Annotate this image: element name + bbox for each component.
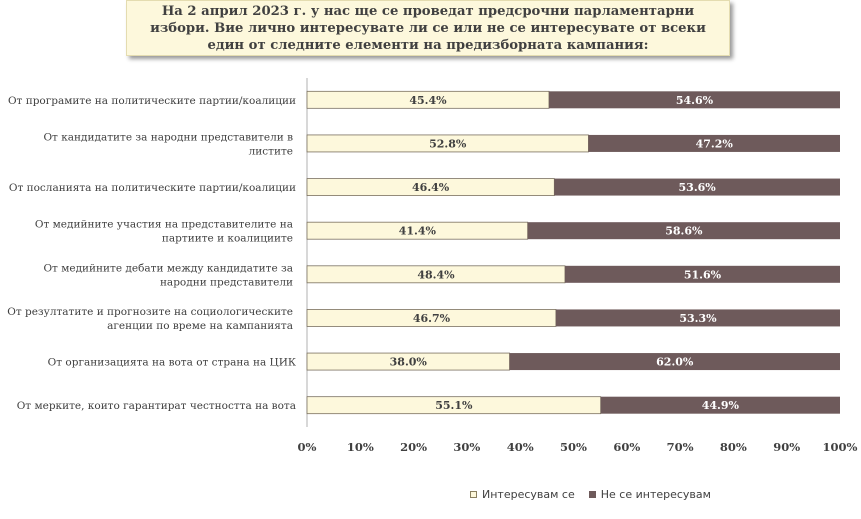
data-label-interested: 38.0% xyxy=(390,356,428,369)
x-tick-label: 80% xyxy=(720,440,747,454)
bar-segment-interested xyxy=(306,352,510,371)
legend-swatch-interested xyxy=(470,491,477,498)
x-tick-label: 70% xyxy=(667,440,694,454)
x-tick-label: 90% xyxy=(773,440,800,454)
data-label-not-interested: 58.6% xyxy=(665,225,703,238)
data-label-interested: 52.8% xyxy=(429,137,467,150)
bar-segment-not-interested xyxy=(527,222,840,240)
x-tick-label: 50% xyxy=(560,440,587,454)
legend-label-interested: Интересувам се xyxy=(482,488,575,501)
x-tick-label: 30% xyxy=(453,440,480,454)
category-label: От посланията на политическите партии/ко… xyxy=(9,182,296,194)
category-label-line: От програмите на политическите партии/ко… xyxy=(8,95,296,107)
x-tick-label: 100% xyxy=(823,440,858,454)
legend-swatch-not-interested xyxy=(588,491,596,498)
data-label-interested: 45.4% xyxy=(409,94,447,107)
category-label: От организацията на вота от страна на ЦИ… xyxy=(48,357,296,369)
legend: Интересувам се Не се интересувам xyxy=(470,488,725,501)
category-label-line: От медийните дебати между кандидатите за xyxy=(43,262,293,274)
category-label-line: агенции по време на кампанията xyxy=(107,320,293,332)
legend-item-interested: Интересувам се xyxy=(470,488,575,501)
category-label-line: От резултатите и прогнозите на социологи… xyxy=(7,306,293,318)
category-label-line: От мерките, които гарантират честността … xyxy=(17,400,296,412)
data-label-not-interested: 62.0% xyxy=(656,356,694,369)
category-label-line: От организацията на вота от страна на ЦИ… xyxy=(48,357,296,369)
data-label-not-interested: 44.9% xyxy=(702,399,740,412)
data-label-interested: 48.4% xyxy=(417,268,455,281)
x-tick-label: 20% xyxy=(400,440,427,454)
data-label-interested: 55.1% xyxy=(435,399,473,412)
data-label-not-interested: 53.3% xyxy=(679,312,717,325)
data-label-not-interested: 47.2% xyxy=(696,137,734,150)
category-label-line: От посланията на политическите партии/ко… xyxy=(9,182,296,194)
category-label: От медийните участия на представителите … xyxy=(35,219,293,245)
x-tick-label: 60% xyxy=(613,440,640,454)
bar-segment-not-interested xyxy=(548,91,840,109)
category-label: От кандидатите за народни представители … xyxy=(43,131,293,157)
legend-item-not-interested: Не се интересувам xyxy=(588,488,711,501)
data-label-interested: 41.4% xyxy=(399,225,437,238)
category-label-line: народни представители xyxy=(160,276,293,288)
category-label-line: От медийните участия на представителите … xyxy=(35,219,293,231)
bar-segment-not-interested xyxy=(600,396,840,414)
category-label: От резултатите и прогнозите на социологи… xyxy=(7,306,293,332)
category-label-line: партиите и коалициите xyxy=(162,233,293,245)
data-label-not-interested: 54.6% xyxy=(676,94,714,107)
x-tick-label: 40% xyxy=(507,440,534,454)
category-label: От мерките, които гарантират честността … xyxy=(17,400,296,412)
category-label: От медийните дебати между кандидатите за… xyxy=(43,262,293,288)
category-label-line: От кандидатите за народни представители … xyxy=(43,131,293,143)
chart-title: На 2 април 2023 г. у нас ще се проведат … xyxy=(150,3,706,53)
bar-segment-not-interested xyxy=(555,309,840,327)
data-label-not-interested: 53.6% xyxy=(679,181,717,194)
data-label-interested: 46.7% xyxy=(413,312,451,325)
chart-title-box: На 2 април 2023 г. у нас ще се проведат … xyxy=(126,0,730,56)
bar-segment-not-interested xyxy=(554,178,840,196)
bar-segment-not-interested xyxy=(509,353,840,371)
legend-label-not-interested: Не се интересувам xyxy=(600,488,711,501)
x-tick-label: 0% xyxy=(298,440,317,454)
category-label: От програмите на политическите партии/ко… xyxy=(8,95,296,107)
bar-segment-not-interested xyxy=(588,134,840,152)
category-label-line: листите xyxy=(249,145,293,157)
bar-segment-not-interested xyxy=(564,265,840,283)
data-label-interested: 46.4% xyxy=(412,181,450,194)
data-label-not-interested: 51.6% xyxy=(684,268,722,281)
x-tick-label: 10% xyxy=(347,440,374,454)
